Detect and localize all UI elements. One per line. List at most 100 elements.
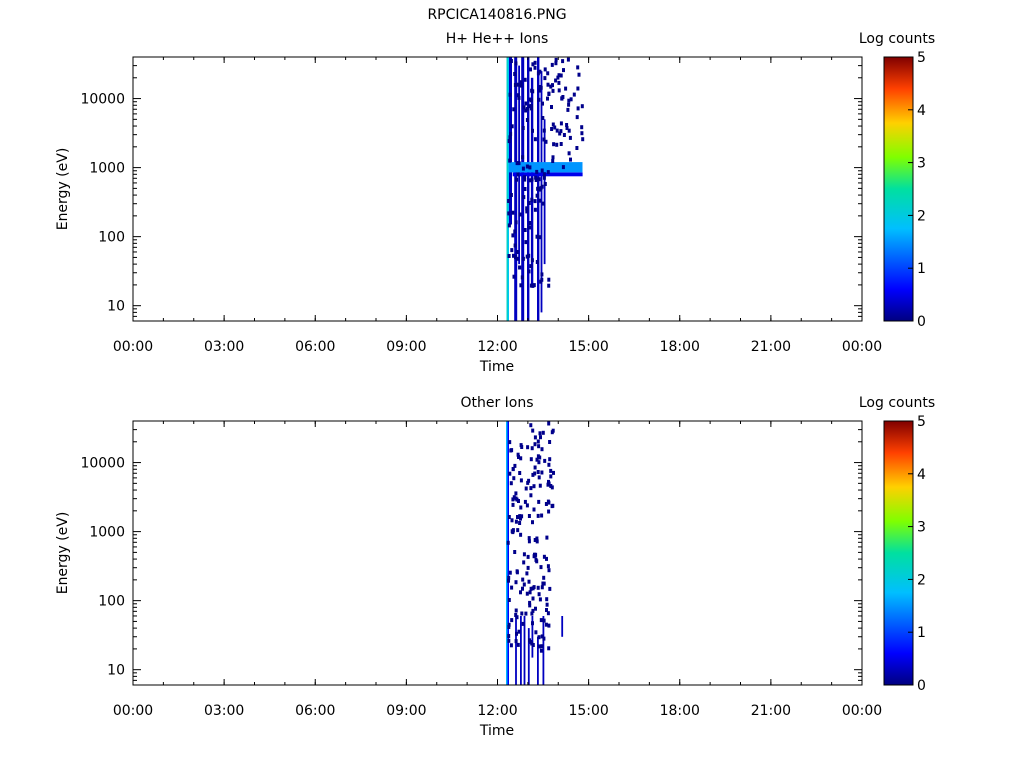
- count-speck: [507, 625, 511, 629]
- count-speck: [535, 169, 539, 174]
- count-speck: [569, 97, 573, 102]
- count-speck: [528, 97, 532, 102]
- heatmap-cell: [520, 616, 522, 685]
- count-speck: [514, 613, 518, 617]
- count-speck: [531, 283, 535, 288]
- count-speck: [516, 93, 520, 98]
- colorbar-tick-label: 4: [917, 103, 926, 119]
- count-speck: [525, 164, 529, 169]
- heatmap-cell: [531, 616, 534, 658]
- count-speck: [530, 611, 534, 616]
- count-speck: [524, 108, 528, 113]
- heatmap-cell: [514, 57, 518, 321]
- count-speck: [519, 590, 522, 595]
- count-speck: [516, 528, 520, 533]
- x-tick-label: 12:00: [477, 339, 517, 355]
- count-speck: [521, 166, 525, 171]
- count-speck: [518, 514, 522, 519]
- count-speck: [513, 463, 517, 468]
- count-speck: [507, 622, 511, 627]
- count-speck: [525, 571, 529, 576]
- count-speck: [536, 186, 540, 191]
- count-speck: [526, 554, 530, 559]
- panel-title: Other Ions: [460, 395, 533, 411]
- count-speck: [540, 585, 544, 590]
- count-speck: [554, 57, 558, 62]
- count-speck: [529, 67, 532, 72]
- x-tick-label: 15:00: [568, 703, 608, 719]
- count-speck: [508, 135, 512, 140]
- count-speck: [557, 80, 561, 85]
- count-speck: [507, 139, 511, 144]
- count-speck: [552, 142, 556, 147]
- count-speck: [562, 68, 565, 73]
- count-speck: [572, 92, 576, 97]
- count-speck: [540, 644, 544, 649]
- count-speck: [569, 157, 572, 162]
- count-speck: [535, 457, 539, 462]
- count-speck: [530, 177, 534, 182]
- count-speck: [537, 499, 541, 504]
- count-speck: [550, 127, 554, 131]
- count-speck: [510, 248, 514, 253]
- count-speck: [534, 178, 538, 182]
- count-speck: [541, 430, 545, 435]
- count-speck: [538, 483, 542, 488]
- count-speck: [580, 104, 584, 109]
- y-axis-label: Energy (eV): [55, 512, 71, 595]
- count-speck: [533, 552, 536, 557]
- count-speck: [567, 128, 571, 133]
- count-speck: [550, 430, 554, 435]
- count-speck: [515, 177, 519, 182]
- colorbar-tick-label: 1: [917, 261, 926, 277]
- count-speck: [536, 513, 540, 518]
- count-speck: [520, 514, 524, 519]
- count-speck: [540, 277, 544, 282]
- count-speck: [510, 585, 514, 590]
- count-speck: [529, 104, 533, 109]
- count-speck: [567, 98, 571, 103]
- count-speck: [513, 72, 517, 76]
- count-speck: [540, 513, 544, 518]
- count-speck: [534, 630, 538, 635]
- count-speck: [550, 485, 554, 490]
- count-speck: [522, 560, 526, 565]
- count-speck: [541, 116, 545, 120]
- count-speck: [543, 76, 547, 81]
- count-speck: [511, 210, 515, 215]
- count-speck: [526, 445, 530, 450]
- count-speck: [575, 146, 579, 150]
- count-speck: [525, 206, 529, 211]
- count-speck: [538, 455, 542, 460]
- count-speck: [527, 478, 531, 483]
- count-speck: [558, 131, 562, 136]
- count-speck: [509, 193, 513, 197]
- count-speck: [514, 255, 517, 260]
- count-speck: [559, 129, 563, 134]
- heatmap-cell: [561, 616, 564, 637]
- count-speck: [543, 67, 547, 72]
- count-speck: [519, 456, 523, 461]
- count-speck: [552, 470, 555, 475]
- count-speck: [510, 448, 514, 453]
- count-speck: [547, 462, 551, 467]
- count-speck: [509, 59, 513, 63]
- count-speck: [511, 528, 515, 533]
- count-speck: [519, 80, 523, 85]
- count-speck: [521, 126, 525, 130]
- count-speck: [529, 106, 533, 111]
- sparse-counts: [506, 421, 555, 653]
- count-speck: [525, 209, 529, 214]
- count-speck: [539, 435, 542, 440]
- count-speck: [512, 274, 516, 279]
- count-speck: [531, 472, 535, 477]
- count-speck: [542, 175, 546, 180]
- count-speck: [514, 580, 518, 585]
- panel-other-ions: Other Ions 00:00 03:00 06:00 09:00 12:00 15:0…: [55, 395, 935, 739]
- count-speck: [535, 234, 539, 239]
- count-speck: [537, 97, 541, 102]
- count-speck: [529, 457, 533, 462]
- count-speck: [506, 540, 510, 545]
- count-speck: [543, 182, 547, 186]
- count-speck: [522, 552, 526, 557]
